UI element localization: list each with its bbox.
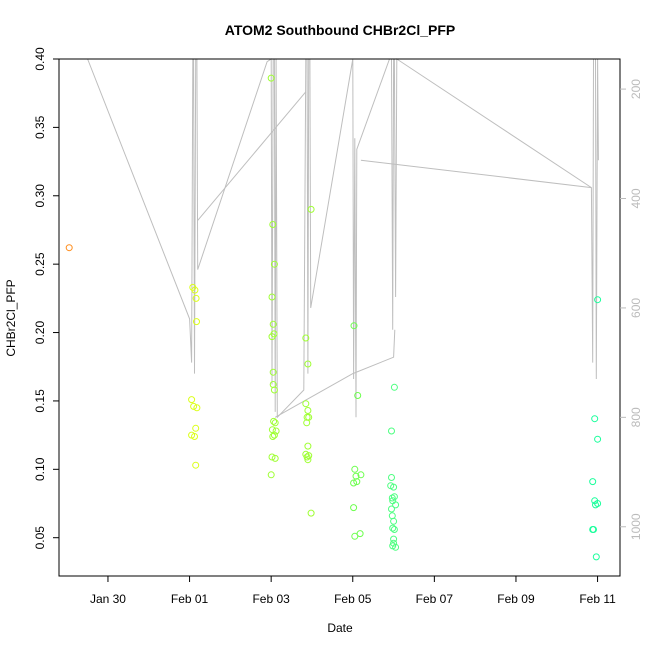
x-tick-label: Jan 30	[90, 592, 126, 606]
data-point	[390, 535, 398, 543]
data-point	[272, 427, 280, 435]
data-point	[304, 407, 312, 414]
right-tick-label: 400	[629, 188, 643, 208]
right-tick-label: 600	[629, 298, 643, 318]
plot-frame	[58, 58, 621, 577]
right-tick-label: 1000	[629, 513, 643, 540]
data-point	[592, 553, 600, 561]
altitude-line-4	[360, 159, 592, 189]
x-tick-label: Feb 07	[416, 592, 454, 606]
data-point	[357, 471, 365, 479]
data-point	[352, 472, 360, 480]
data-point	[304, 456, 312, 464]
data-point	[390, 493, 398, 501]
data-point	[270, 260, 278, 268]
data-point	[188, 396, 196, 404]
data-point	[591, 415, 599, 423]
data-point	[269, 368, 277, 376]
y-tick-label: 0.35	[33, 115, 47, 139]
data-point	[388, 474, 395, 481]
data-point	[270, 330, 278, 338]
data-point	[350, 322, 358, 330]
data-point	[190, 402, 198, 410]
data-point	[590, 526, 597, 533]
y-tick-label: 0.25	[33, 252, 47, 276]
data-point	[193, 318, 200, 326]
data-point	[192, 294, 200, 302]
data-points	[65, 74, 602, 561]
data-point	[350, 504, 358, 512]
data-point	[191, 433, 198, 440]
data-point	[270, 417, 278, 425]
data-point	[268, 453, 276, 461]
data-point	[269, 433, 277, 440]
data-point	[390, 517, 398, 525]
right-tick-label: 200	[629, 79, 643, 99]
data-point	[589, 478, 597, 486]
y-tick-label: 0.05	[33, 526, 47, 550]
altitude-line-3	[197, 91, 307, 221]
data-point	[307, 509, 315, 517]
data-point	[191, 286, 199, 294]
y-axis: 0.05 0.10 0.15 0.20 0.25 0.30 0.35 0.40	[33, 47, 59, 549]
data-point	[351, 465, 359, 473]
x-tick-label: Feb 01	[171, 592, 209, 606]
data-point	[269, 221, 277, 228]
data-point	[267, 471, 275, 479]
data-point	[307, 205, 315, 213]
x-tick-label: Feb 11	[579, 592, 616, 606]
y-tick-label: 0.30	[33, 184, 47, 208]
y-axis-label: CHBr2Cl_PFP	[4, 279, 18, 356]
right-axis: 200 400 600 800 1000	[620, 79, 643, 540]
data-point	[303, 419, 311, 427]
data-point	[302, 400, 310, 408]
data-point	[389, 524, 397, 532]
x-tick-label: Feb 09	[497, 592, 535, 606]
data-point	[268, 293, 276, 301]
data-point	[302, 334, 310, 342]
x-axis: Jan 30 Feb 01 Feb 03 Feb 05 Feb 07 Feb 09 Feb …	[90, 576, 616, 606]
data-point	[267, 74, 275, 82]
data-point	[594, 296, 602, 304]
data-point	[304, 360, 312, 368]
data-point	[350, 479, 358, 487]
data-point	[392, 501, 400, 509]
data-point	[390, 526, 398, 533]
data-point	[271, 454, 279, 462]
data-point	[356, 530, 364, 538]
data-point	[388, 505, 395, 513]
data-point	[390, 383, 398, 391]
altitude-line-2	[274, 329, 396, 418]
data-point	[351, 532, 359, 540]
chart-title: ATOM2 Southbound CHBr2Cl_PFP	[225, 22, 455, 38]
data-point	[388, 427, 395, 435]
data-point	[305, 452, 313, 460]
data-point	[65, 244, 73, 252]
data-point	[594, 500, 602, 507]
y-tick-label: 0.40	[33, 47, 47, 71]
data-point	[390, 483, 398, 491]
data-point	[594, 435, 602, 443]
data-point	[270, 431, 278, 439]
data-point	[353, 478, 361, 486]
y-tick-label: 0.20	[33, 321, 47, 345]
x-axis-label: Date	[327, 621, 353, 635]
x-tick-label: Feb 03	[252, 592, 290, 606]
data-point	[269, 320, 277, 328]
data-point	[271, 419, 279, 427]
data-point	[392, 543, 400, 551]
data-point	[192, 424, 200, 432]
data-point	[270, 386, 278, 394]
data-point	[193, 404, 201, 412]
right-tick-label: 800	[629, 407, 643, 427]
data-point	[304, 442, 312, 450]
data-point	[192, 461, 200, 469]
x-tick-label: Feb 05	[334, 592, 372, 606]
data-point	[390, 539, 398, 547]
y-tick-label: 0.10	[33, 457, 47, 481]
data-point	[354, 392, 362, 399]
y-tick-label: 0.15	[33, 389, 47, 413]
